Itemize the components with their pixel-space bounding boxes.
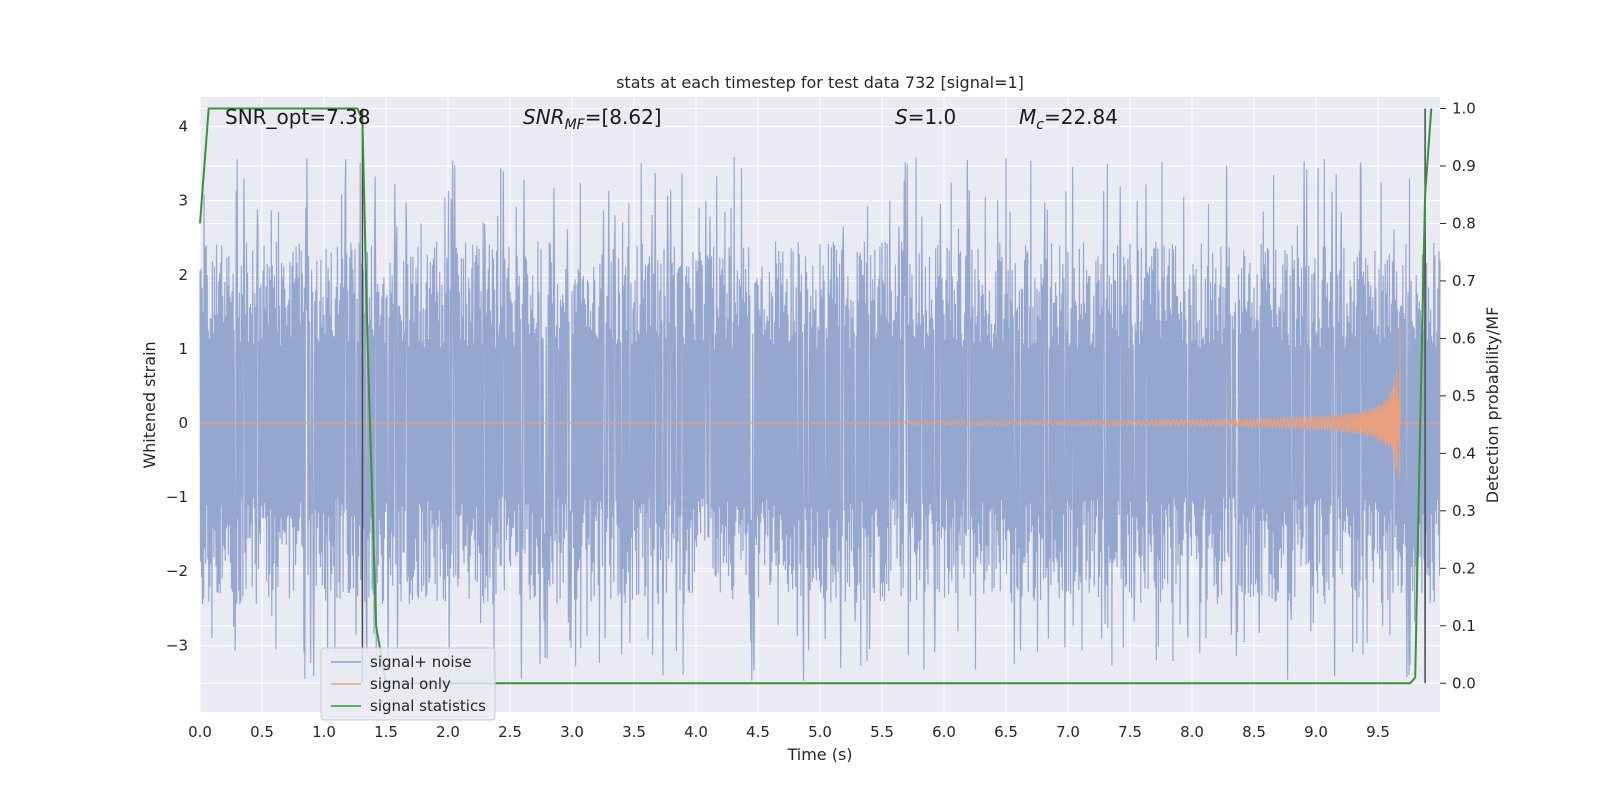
x-tick-label: 0.0 xyxy=(188,723,212,741)
y-tick-label-right: 0.4 xyxy=(1452,444,1476,462)
x-tick-label: 3.0 xyxy=(560,723,584,741)
y-tick-label-right: 0.5 xyxy=(1452,387,1476,405)
series-layer xyxy=(199,107,1441,685)
legend-label-signal-only: signal only xyxy=(370,675,451,693)
y-tick-label-left: 0 xyxy=(178,414,188,432)
mc-symbol: M xyxy=(1019,105,1036,129)
snr-mf-symbol: SNR xyxy=(523,105,565,129)
x-tick-label: 4.5 xyxy=(746,723,770,741)
x-tick-label: 5.5 xyxy=(870,723,894,741)
y-tick-label-right: 0.7 xyxy=(1452,272,1476,290)
y-tick-label-right: 0.8 xyxy=(1452,214,1476,232)
y-tick-label-right: 0.2 xyxy=(1452,559,1476,577)
x-tick-label: 7.0 xyxy=(1056,723,1080,741)
tick-labels: 0.0 0.5 1.0 1.5 2.0 2.5 3.0 3.5 4.0 4.5 5.0 5.5 6.0 6… xyxy=(166,99,1476,741)
annotation-mc: Mc=22.84 xyxy=(1019,105,1118,133)
x-tick-label: 9.5 xyxy=(1366,723,1390,741)
x-tick-label: 7.5 xyxy=(1118,723,1142,741)
y-tick-label-left: −1 xyxy=(166,488,188,506)
annotation-s: S=1.0 xyxy=(895,105,956,129)
y-axis-label-left: Whitened strain xyxy=(140,341,159,468)
y-tick-label-left: 1 xyxy=(178,340,188,358)
y-tick-label-right: 0.3 xyxy=(1452,502,1476,520)
y-axis-label-right: Detection probability/MF xyxy=(1483,307,1502,504)
x-tick-label: 6.5 xyxy=(994,723,1018,741)
x-tick-label: 6.0 xyxy=(932,723,956,741)
series-signal-statistics xyxy=(199,107,1433,685)
mc-subscript: c xyxy=(1036,117,1044,133)
y-tick-label-left: 2 xyxy=(178,266,188,284)
annotation-snr-mf: SNRMF=[8.62] xyxy=(523,105,662,133)
chart-title: stats at each timestep for test data 732… xyxy=(616,73,1024,92)
y-tick-label-left: −3 xyxy=(166,636,188,654)
y-tick-label-right: 0.1 xyxy=(1452,617,1476,635)
series-signal-noise xyxy=(199,156,1441,682)
series-signal-only xyxy=(200,327,1440,479)
y-tick-label-left: 4 xyxy=(178,118,188,136)
x-tick-label: 5.0 xyxy=(808,723,832,741)
y-tick-label-right: 0.6 xyxy=(1452,329,1476,347)
x-tick-label: 9.0 xyxy=(1304,723,1328,741)
y-tick-label-right: 0.9 xyxy=(1452,157,1476,175)
mc-value: =22.84 xyxy=(1044,105,1118,129)
y-tick-label-left: 3 xyxy=(178,192,188,210)
s-symbol: S xyxy=(895,105,908,129)
x-tick-label: 3.5 xyxy=(622,723,646,741)
legend-label-signal-noise: signal+ noise xyxy=(370,653,472,671)
x-tick-label: 0.5 xyxy=(250,723,274,741)
legend: signal+ noise signal only signal statist… xyxy=(320,647,496,721)
x-tick-label: 2.0 xyxy=(436,723,460,741)
legend-box xyxy=(320,647,496,721)
s-value: =1.0 xyxy=(908,105,957,129)
x-axis-label: Time (s) xyxy=(786,745,852,764)
snr-mf-subscript: MF xyxy=(565,117,586,133)
x-tick-label: 8.0 xyxy=(1180,723,1204,741)
x-tick-label: 2.5 xyxy=(498,723,522,741)
annotation-snr-opt: SNR_opt=7.38 xyxy=(225,105,371,129)
legend-label-signal-statistics: signal statistics xyxy=(370,697,486,715)
y-tick-label-left: −2 xyxy=(166,562,188,580)
y-tick-label-right: 0.0 xyxy=(1452,674,1476,692)
snr-mf-value: =[8.62] xyxy=(585,105,662,129)
x-tick-label: 4.0 xyxy=(684,723,708,741)
x-tick-label: 1.0 xyxy=(312,723,336,741)
x-tick-label: 8.5 xyxy=(1242,723,1266,741)
y-tick-label-right: 1.0 xyxy=(1452,99,1476,117)
x-tick-label: 1.5 xyxy=(374,723,398,741)
